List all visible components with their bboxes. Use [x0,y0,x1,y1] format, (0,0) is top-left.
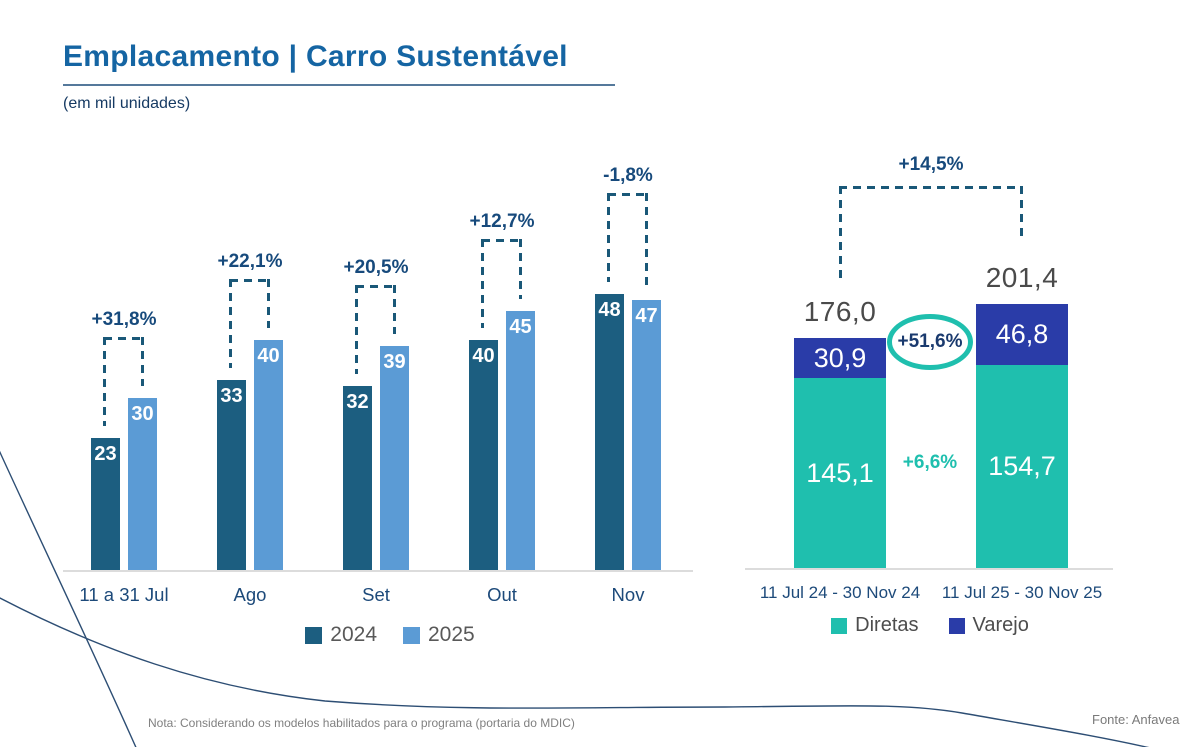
bar-value-2025: 47 [635,304,658,327]
x-label-period-1: 11 Jul 24 - 30 Nov 24 [759,583,921,602]
total-bracket-right [1020,186,1023,236]
delta-bracket-right [267,279,270,328]
bar-value-2025: 45 [509,316,532,339]
delta-bracket-left [355,285,358,374]
segment-diretas-2: 154,7 [976,365,1068,568]
delta-bracket-right [393,285,396,334]
total-label-1: 176,0 [803,296,877,327]
bar-value-2024: 48 [598,299,621,321]
delta-label-1: +31,8% [91,308,157,330]
bar-2024-2: 33 [217,380,246,570]
segment-diretas-1: 145,1 [794,378,886,568]
legend-item-2025: 2025 [403,623,475,647]
chart-units-subtitle: (em mil unidades) [63,95,191,112]
delta-bracket-right [141,336,144,386]
total-label-2: 201,4 [985,262,1059,293]
left-chart-legend: 2024 2025 [220,623,560,647]
bar-2025-1: 30 [128,397,157,570]
bar-value-2025: 39 [383,350,406,373]
decor-diagonal-line [0,450,137,747]
delta-bracket-left [229,279,232,369]
title-underline [63,84,615,86]
x-label-period-2: 11 Jul 25 - 30 Nov 25 [941,583,1103,602]
legend-swatch-2024 [305,626,323,644]
delta-label-2: +22,1% [217,251,283,273]
page-title: Emplacamento | Carro Sustentável [63,40,568,73]
delta-label-3: +20,5% [343,257,409,278]
decor-swoosh-curve [0,597,1150,747]
x-label-1: 11 a 31 Jul [79,584,169,605]
right-chart-legend: Diretas Varejo [790,614,1070,637]
legend-item-varejo: Varejo [948,614,1029,637]
bar-value-2025: 40 [257,345,280,367]
bar-2025-5: 47 [632,299,661,570]
legend-label-2024: 2024 [330,623,377,646]
x-label-5: Nov [611,584,645,605]
delta-label-4: +12,7% [469,211,535,232]
delta-bracket-top [482,239,522,242]
source-label: Fonte: Anfavea [1092,712,1180,727]
bar-2025-4: 45 [506,311,535,570]
bar-2024-4: 40 [469,340,498,570]
delta-bracket-top [608,193,648,196]
x-label-4: Out [487,584,517,605]
legend-label-diretas: Diretas [855,614,919,636]
legend-label-2025: 2025 [428,623,475,646]
delta-bracket-right [519,239,522,300]
legend-item-diretas: Diretas [831,614,919,637]
bar-value-2024: 33 [220,385,243,408]
bar-value-2024: 23 [94,442,117,465]
segment-varejo-1: 30,9 [794,338,886,378]
diretas-growth-label: +6,6% [902,452,958,473]
delta-bracket-left [103,336,106,426]
legend-label-varejo: Varejo [972,614,1029,636]
legend-swatch-2025 [403,626,420,644]
legend-item-2024: 2024 [305,623,377,647]
bar-2024-5: 48 [595,294,624,570]
delta-bracket-top [230,279,270,283]
bar-value-2024: 32 [346,391,369,413]
bar-2025-3: 39 [380,345,409,570]
footnote: Nota: Considerando os modelos habilitado… [148,716,575,730]
bar-2025-2: 40 [254,340,283,570]
bar-value-2024: 40 [472,345,495,367]
total-delta-label: +14,5% [898,154,964,175]
delta-bracket-top [104,336,144,340]
delta-bracket-left [481,239,484,328]
delta-bracket-top [356,285,396,288]
legend-swatch-diretas [831,617,848,634]
segment-varejo-2: 46,8 [976,304,1068,365]
total-bracket-top [839,186,1023,189]
bar-2024-1: 23 [91,437,120,570]
right-chart-axis-line [745,568,1113,570]
varejo-growth-oval: +51,6% [887,314,973,370]
x-label-2: Ago [233,584,267,605]
bar-value-2025: 30 [131,402,154,425]
delta-bracket-left [607,193,610,282]
bar-2024-3: 32 [343,386,372,570]
legend-swatch-varejo [948,617,965,634]
total-bracket-left [839,186,842,278]
left-chart-axis-line [63,570,693,572]
delta-bracket-right [645,193,648,288]
x-label-3: Set [362,584,390,605]
delta-label-5: -1,8% [603,165,653,186]
